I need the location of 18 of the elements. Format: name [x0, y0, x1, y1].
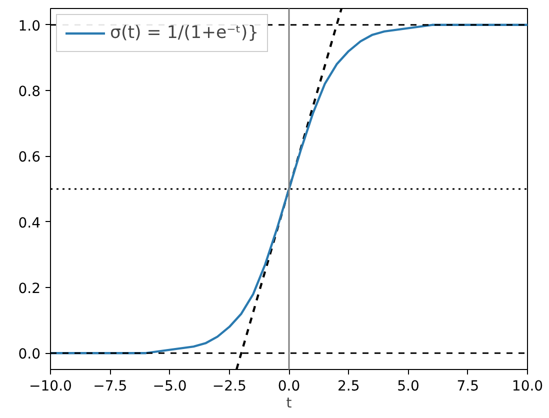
- line-series: [50, 24, 528, 354]
- x-tick-label: −7.5: [93, 378, 128, 394]
- x-tick-label: −5.0: [152, 378, 187, 394]
- x-tick-label: 10.0: [512, 378, 544, 394]
- x-tick-label: −2.5: [212, 378, 246, 394]
- x-tick-label: −10.0: [29, 378, 72, 394]
- x-tick-label: 2.5: [337, 378, 360, 394]
- x-tick-label: 5.0: [397, 378, 420, 394]
- x-axis-title: t: [286, 396, 292, 412]
- x-tick-label: 7.5: [456, 378, 480, 394]
- y-tick-label: 0.4: [18, 215, 41, 232]
- y-tick-label: 1.0: [18, 18, 40, 34]
- y-tick-label: 0.6: [18, 150, 41, 166]
- x-tick-label: 0.0: [278, 378, 300, 394]
- y-tick-label: 0.0: [18, 346, 40, 363]
- y-tick-label: 0.8: [18, 84, 40, 100]
- legend-label: σ(t) = 1/(1+e⁻ᵗ)}: [110, 23, 259, 43]
- y-tick-label: 0.2: [18, 280, 40, 297]
